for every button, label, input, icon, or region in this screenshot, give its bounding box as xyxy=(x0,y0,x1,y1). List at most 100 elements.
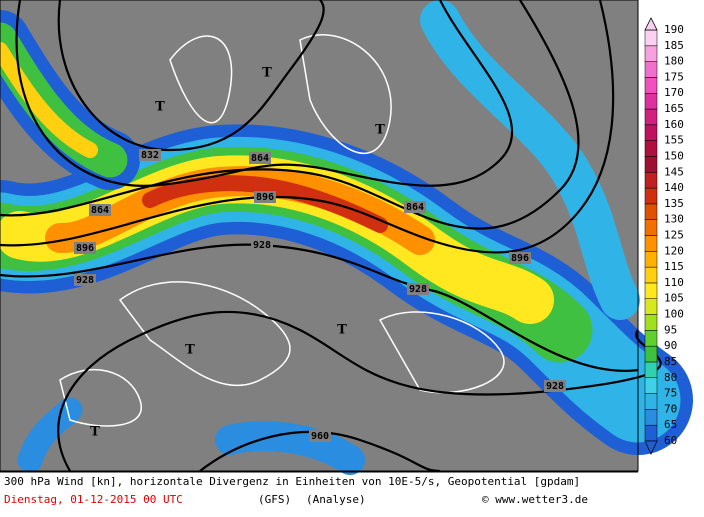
caption-date: Dienstag, 01-12-2015 00 UTC xyxy=(4,493,183,506)
colorbar-segment xyxy=(644,124,658,141)
jet-band xyxy=(420,0,640,320)
contour-label: 928 xyxy=(76,275,94,286)
colorbar-label: 100 xyxy=(664,308,684,321)
caption-line: 300 hPa Wind [kn], horizontale Divergenz… xyxy=(4,475,580,488)
colorbar-segment xyxy=(644,156,658,173)
colorbar-segment xyxy=(644,361,658,379)
colorbar-segment xyxy=(644,172,658,189)
colorbar-label: 130 xyxy=(664,213,684,226)
colorbar-segment xyxy=(644,298,658,315)
contour-label: 896 xyxy=(511,253,529,264)
colorbar-segment xyxy=(644,187,658,205)
contour-label: 864 xyxy=(406,202,424,213)
colorbar-segment xyxy=(644,45,658,62)
black-contour xyxy=(57,0,325,152)
colorbar-label: 155 xyxy=(664,134,684,147)
low-label: T xyxy=(375,123,385,138)
contour-label: 960 xyxy=(311,431,329,442)
colorbar-label: 75 xyxy=(664,387,677,400)
divergence-contours xyxy=(59,34,505,427)
map-frame xyxy=(0,0,639,472)
geopotential-contours xyxy=(0,0,662,473)
contour-label-bg xyxy=(74,274,96,286)
contour-label-bg xyxy=(407,283,429,295)
contour-label: 832 xyxy=(141,150,159,161)
colorbar-label: 125 xyxy=(664,229,684,242)
contour-label: 896 xyxy=(76,243,94,254)
colorbar-segment xyxy=(644,377,658,394)
colorbar-segment xyxy=(644,424,658,442)
colorbar-segment xyxy=(644,282,658,299)
contour-label-bg xyxy=(309,430,331,442)
colorbar-segment xyxy=(644,140,658,157)
low-label: T xyxy=(185,343,195,358)
colorbar-label: 175 xyxy=(664,70,684,83)
contour-label: 928 xyxy=(253,240,271,251)
colorbar-label: 95 xyxy=(664,323,677,336)
colorbar-label: 85 xyxy=(664,355,677,368)
jet-band xyxy=(17,397,83,473)
caption-source: © www.wetter3.de xyxy=(482,493,588,506)
contour-label-bg xyxy=(89,204,111,216)
colorbar-segment xyxy=(644,29,658,47)
contour-label-bg xyxy=(249,152,271,164)
map: 832 864 896 928 864 896 928 864 896 928 928 960 T T T T… xyxy=(0,0,693,475)
jet-bands xyxy=(0,0,693,475)
jet-band xyxy=(142,175,388,233)
contour-label-bg xyxy=(544,380,566,392)
colorbar-segment xyxy=(644,345,658,363)
black-contour xyxy=(199,430,441,473)
colorbar-segment xyxy=(644,219,658,236)
jet-band xyxy=(215,421,365,475)
colorbar-segment xyxy=(644,61,658,78)
black-contour xyxy=(0,0,580,230)
white-contour xyxy=(118,281,291,387)
colorbar-segment xyxy=(644,108,658,126)
colorbar-segment xyxy=(644,251,658,268)
colorbar-segment xyxy=(644,92,658,110)
caption-model: (GFS) xyxy=(258,493,291,506)
colorbar-label: 160 xyxy=(664,118,684,131)
colorbar-label: 170 xyxy=(664,86,684,99)
colorbar-label: 115 xyxy=(664,260,684,273)
contour-label-bg xyxy=(509,252,531,264)
black-contour xyxy=(15,0,514,187)
colorbar-label: 70 xyxy=(664,402,677,415)
contour-label-bg xyxy=(74,242,96,254)
colorbar-label: 135 xyxy=(664,197,684,210)
colorbar-segment xyxy=(644,393,658,410)
contour-label: 864 xyxy=(91,205,109,216)
colorbar-segment xyxy=(644,330,658,347)
colorbar-segment xyxy=(644,409,658,426)
white-contour xyxy=(169,35,233,124)
contour-label-bg xyxy=(254,191,276,203)
low-label: T xyxy=(155,100,165,115)
caption-run: (Analyse) xyxy=(306,493,366,506)
white-contour xyxy=(59,368,143,427)
contour-label-bg xyxy=(139,149,161,161)
colorbar-label: 140 xyxy=(664,181,684,194)
colorbar-label: 180 xyxy=(664,55,684,68)
colorbar-label: 80 xyxy=(664,371,677,384)
colorbar-label: 110 xyxy=(664,276,684,289)
colorbar-segment xyxy=(644,203,658,220)
colorbar-top xyxy=(644,17,658,31)
colorbar-segment xyxy=(644,314,658,331)
colorbar: 60 65 70 75 80 85 90 95 100 105 110 115 120 125 130 135… xyxy=(644,17,684,455)
contour-label: 928 xyxy=(409,284,427,295)
contour-label: 864 xyxy=(251,153,269,164)
low-label: T xyxy=(90,425,100,440)
colorbar-segment xyxy=(644,235,658,252)
colorbar-bottom xyxy=(644,440,658,455)
colorbar-label: 65 xyxy=(664,418,677,431)
colorbar-label: 120 xyxy=(664,244,684,257)
jet-band xyxy=(0,42,98,158)
contour-label-bg xyxy=(251,239,273,251)
low-label: T xyxy=(262,66,272,81)
colorbar-label: 105 xyxy=(664,292,684,305)
contour-label: 928 xyxy=(546,381,564,392)
colorbar-label: 190 xyxy=(664,23,684,36)
colorbar-label: 165 xyxy=(664,102,684,115)
contour-label-bg xyxy=(404,201,426,213)
